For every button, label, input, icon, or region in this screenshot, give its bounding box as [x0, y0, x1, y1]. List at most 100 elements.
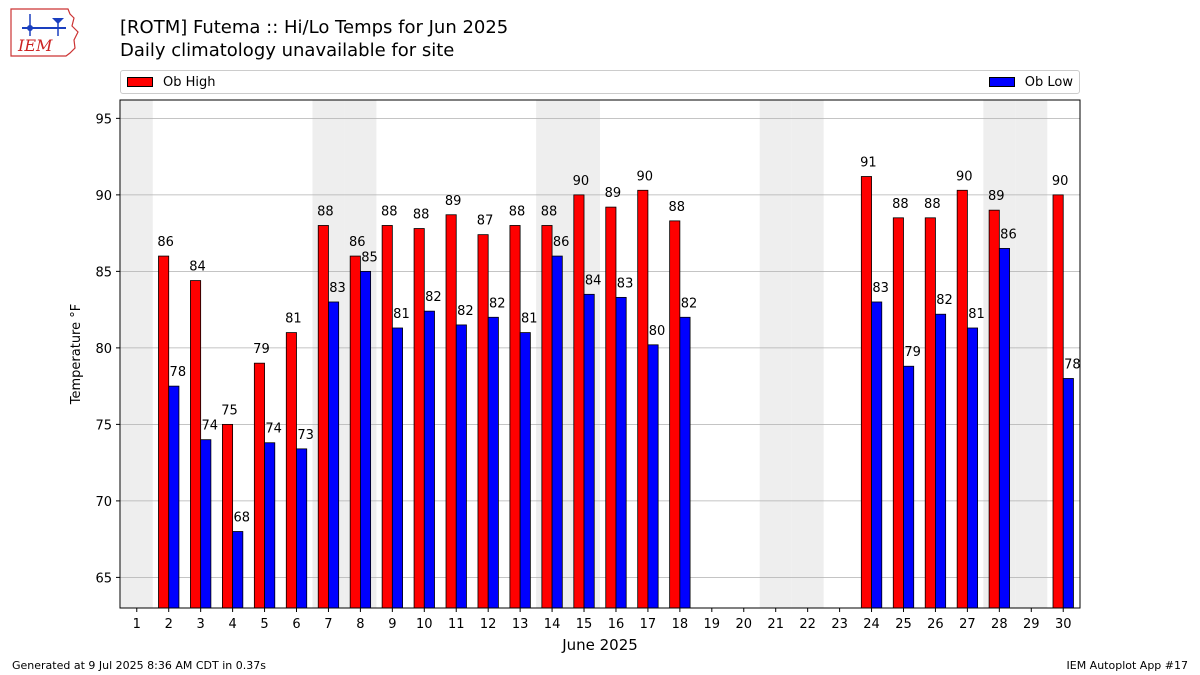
footer-app-id: IEM Autoplot App #17	[1066, 659, 1189, 672]
data-label-low: 86	[1000, 227, 1017, 242]
bar-low	[998, 248, 1010, 609]
bar-high	[892, 217, 904, 609]
data-label-high: 88	[413, 208, 430, 223]
data-label-low: 86	[553, 235, 570, 250]
data-label-low: 68	[233, 510, 250, 525]
data-label-low: 80	[649, 324, 666, 339]
bar-low	[935, 313, 947, 609]
data-label-high: 89	[605, 186, 622, 201]
x-tick-label: 1	[133, 617, 141, 632]
x-tick-label: 14	[544, 617, 561, 632]
iem-logo-graphic: IEM	[10, 8, 79, 57]
x-tick-label: 25	[895, 617, 912, 632]
data-label-low: 82	[425, 290, 442, 305]
bar-high	[860, 176, 872, 609]
x-tick-label: 12	[480, 617, 497, 632]
chart-title: [ROTM] Futema :: Hi/Lo Temps for Jun 202…	[120, 17, 509, 38]
x-tick-label: 29	[1023, 617, 1040, 632]
data-label-low: 79	[904, 345, 921, 360]
bar-low	[200, 439, 212, 609]
bar-high	[605, 206, 617, 609]
bar-low	[359, 270, 372, 609]
data-label-low: 82	[936, 293, 953, 308]
iem-logo: IEM	[8, 6, 82, 60]
data-label-low: 82	[489, 296, 506, 311]
bar-low	[296, 448, 308, 609]
y-tick-label: 70	[95, 495, 112, 510]
svg-text:IEM: IEM	[17, 36, 53, 55]
data-label-high: 88	[509, 204, 526, 219]
bar-low	[903, 365, 915, 609]
data-label-low: 81	[968, 307, 985, 322]
data-label-low: 84	[585, 273, 602, 288]
x-tick-label: 2	[165, 617, 173, 632]
x-tick-label: 23	[831, 617, 848, 632]
data-label-low: 83	[329, 281, 346, 296]
bar-low	[1062, 378, 1074, 609]
x-tick-label: 22	[799, 617, 816, 632]
legend-item-low: Ob Low	[988, 75, 1073, 90]
x-tick-label: 21	[767, 617, 784, 632]
bar-low	[871, 301, 883, 609]
data-label-low: 74	[202, 419, 219, 434]
weekend-band	[759, 100, 792, 608]
x-tick-label: 28	[991, 617, 1008, 632]
bar-high	[381, 225, 393, 609]
bar-high	[573, 194, 585, 609]
bar-high	[956, 189, 968, 609]
bar-high	[637, 189, 649, 609]
x-tick-label: 20	[735, 617, 752, 632]
x-tick-label: 15	[576, 617, 593, 632]
y-tick-label: 95	[95, 112, 112, 127]
x-tick-label: 3	[197, 617, 205, 632]
x-tick-label: 13	[512, 617, 529, 632]
bar-high	[158, 255, 170, 609]
data-label-high: 88	[317, 204, 334, 219]
bar-low	[966, 327, 979, 609]
data-label-low: 74	[265, 422, 282, 437]
chart-subtitle: Daily climatology unavailable for site	[120, 40, 455, 61]
y-tick-label: 80	[95, 342, 112, 357]
bar-low	[647, 344, 659, 609]
bar-high	[285, 332, 297, 609]
bar-low	[391, 327, 403, 609]
bar-low	[328, 301, 340, 609]
weekend-band	[791, 100, 824, 608]
weekend-band	[1015, 100, 1048, 608]
data-label-high: 90	[1052, 174, 1069, 189]
y-tick-label: 75	[95, 418, 112, 433]
bar-low	[487, 316, 499, 609]
x-tick-label: 5	[260, 617, 268, 632]
data-label-high: 88	[541, 204, 558, 219]
bar-high	[253, 362, 265, 609]
x-tick-label: 16	[608, 617, 625, 632]
x-tick-label: 19	[704, 617, 721, 632]
data-label-high: 90	[573, 174, 590, 189]
bar-high	[988, 209, 1000, 609]
data-label-low: 81	[521, 312, 538, 327]
data-label-low: 82	[681, 296, 698, 311]
bar-high	[221, 423, 234, 609]
bar-high	[477, 234, 489, 609]
y-tick-label: 85	[95, 265, 112, 280]
data-label-high: 90	[956, 169, 973, 184]
bar-low	[168, 385, 180, 609]
legend-swatch-high	[127, 77, 153, 87]
legend-item-high: Ob High	[127, 75, 216, 90]
bar-high	[669, 220, 681, 609]
bar-high	[317, 225, 329, 609]
data-label-high: 91	[860, 156, 877, 171]
data-label-high: 81	[285, 312, 302, 327]
data-label-high: 88	[924, 197, 941, 212]
x-tick-label: 10	[416, 617, 433, 632]
data-label-high: 84	[189, 260, 206, 275]
bar-low	[232, 531, 244, 609]
x-tick-label: 8	[356, 617, 364, 632]
bar-high	[413, 228, 425, 609]
data-label-high: 88	[668, 200, 685, 215]
x-tick-label: 30	[1055, 617, 1072, 632]
bar-low	[264, 442, 276, 609]
x-tick-label: 26	[927, 617, 944, 632]
footer-generated: Generated at 9 Jul 2025 8:36 AM CDT in 0…	[12, 659, 266, 672]
x-tick-label: 4	[228, 617, 236, 632]
